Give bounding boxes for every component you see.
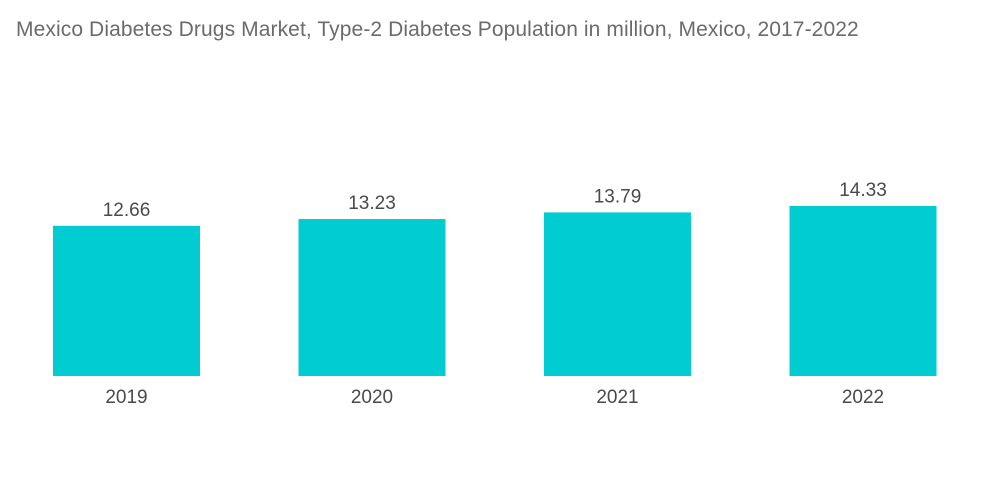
chart-title: Mexico Diabetes Drugs Market, Type-2 Dia…	[16, 18, 859, 41]
value-labels-group: 12.66 13.23 13.79 14.33	[103, 180, 887, 221]
bar-2021	[544, 212, 691, 376]
bars-group	[53, 206, 937, 376]
x-tick-label-2022: 2022	[842, 387, 884, 408]
bar-2022	[789, 206, 937, 376]
value-label-2020: 13.23	[348, 193, 396, 214]
value-label-2022: 14.33	[839, 180, 887, 201]
x-tick-label-2020: 2020	[351, 387, 393, 408]
value-label-2021: 13.79	[594, 186, 642, 207]
x-axis-tick-labels: 2019 2020 2021 2022	[105, 387, 884, 408]
bar-2020	[298, 219, 446, 376]
x-tick-label-2019: 2019	[105, 387, 147, 408]
bar-2019	[53, 225, 200, 376]
value-label-2019: 12.66	[103, 200, 151, 221]
x-tick-label-2021: 2021	[596, 387, 638, 408]
